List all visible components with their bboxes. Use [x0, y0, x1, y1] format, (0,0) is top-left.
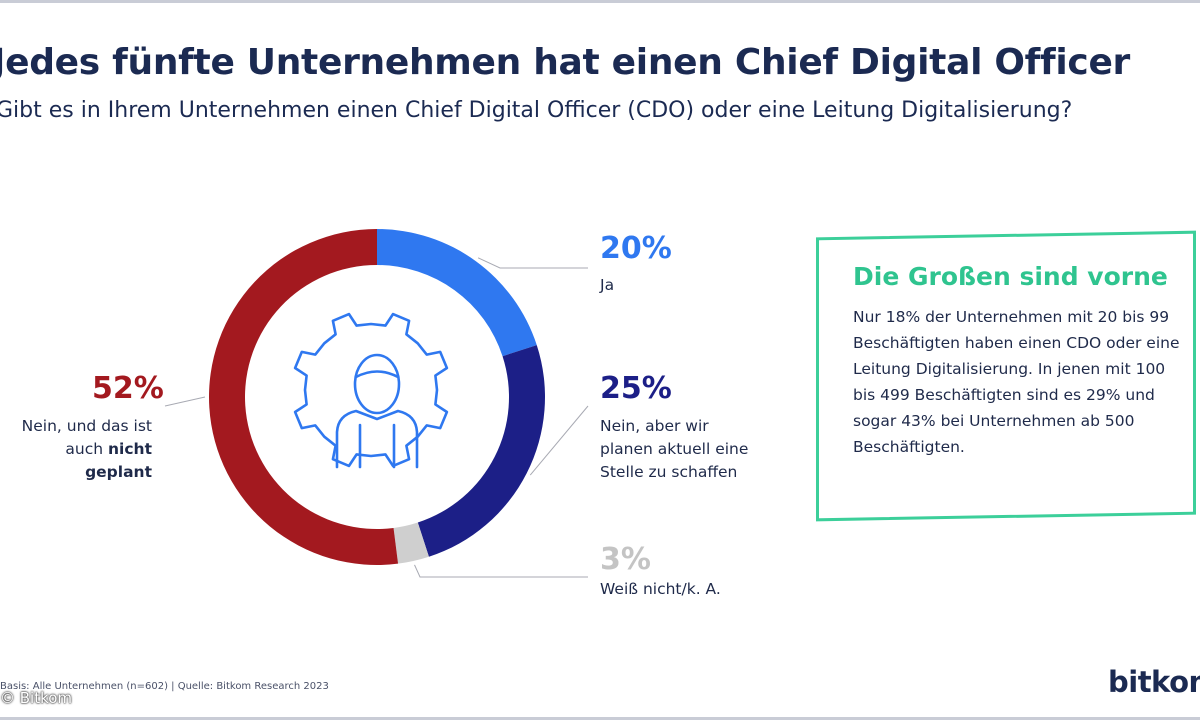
copyright-watermark: © Bitkom	[0, 689, 73, 707]
slice-nein-label-bold: nicht geplant	[85, 440, 152, 481]
person-head	[353, 353, 401, 415]
leader-lines	[164, 257, 589, 578]
slice-nein-label: Nein, und das ist auch nicht geplant	[0, 415, 152, 484]
person-shoulders	[335, 409, 419, 469]
slice-weissnicht-percent: 3%	[600, 542, 651, 577]
leader-line-geplant	[529, 405, 589, 476]
callout-text: Nur 18% der Unternehmen mit 20 bis 99 Be…	[853, 308, 1180, 456]
leader-line-nein	[164, 396, 206, 407]
leader-line-ja	[477, 257, 588, 269]
donut-slice-nein	[209, 229, 399, 565]
donut-slice-ja	[377, 229, 537, 357]
slice-nein-percent: 52%	[92, 371, 164, 406]
slice-nein-label-plain: Nein, und das ist auch	[21, 417, 152, 458]
slice-geplant-label: Nein, aber wir planen aktuell eine Stell…	[600, 417, 749, 481]
chart-subtitle: Gibt es in Ihrem Unternehmen einen Chief…	[0, 98, 1073, 123]
donut-slices	[209, 229, 545, 565]
donut-slice-weissnicht	[393, 522, 429, 564]
slice-ja-percent: 20%	[600, 231, 672, 266]
bottom-rule	[0, 717, 1200, 720]
slice-weissnicht-label: Weiß nicht/k. A.	[600, 580, 721, 598]
source-note: Basis: Alle Unternehmen (n=602) | Quelle…	[0, 681, 329, 692]
top-rule	[0, 0, 1200, 3]
gear-person-icon	[293, 312, 449, 469]
gear-outline	[293, 312, 449, 468]
donut-slice-geplant	[417, 345, 545, 557]
person-arms	[358, 423, 396, 469]
leader-line-weissnicht	[414, 564, 588, 578]
bitkom-logo: bitkom	[1108, 665, 1200, 699]
chart-title: Jedes fünfte Unternehmen hat einen Chief…	[0, 42, 1131, 83]
slice-ja-label: Ja	[600, 276, 615, 294]
slice-geplant-percent: 25%	[600, 371, 672, 406]
person-hair	[354, 370, 400, 379]
callout-title: Die Großen sind vorne	[853, 262, 1168, 291]
